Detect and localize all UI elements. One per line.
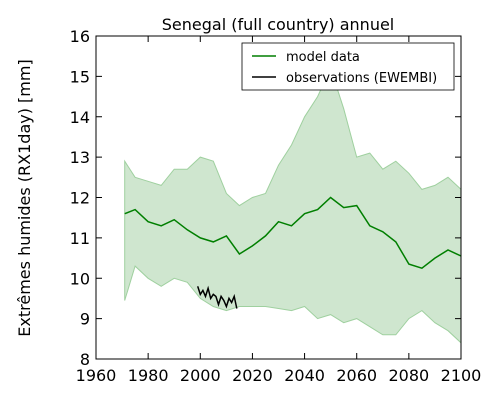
y-tick-label: 10 xyxy=(70,269,90,288)
y-tick-label: 15 xyxy=(70,67,90,86)
legend-box xyxy=(241,42,455,91)
x-tick-label: 1960 xyxy=(76,366,117,385)
legend-observations-label: observations (EWEMBI) xyxy=(286,71,437,86)
x-tick-label: 2020 xyxy=(232,366,273,385)
plot-area xyxy=(124,66,462,344)
y-tick-label: 13 xyxy=(70,148,90,167)
x-tick-label: 2100 xyxy=(441,366,482,385)
legend: model data observations (EWEMBI) xyxy=(241,42,455,91)
y-tick-label: 11 xyxy=(70,229,90,248)
y-tick-label: 14 xyxy=(70,108,90,127)
y-tick-label: 9 xyxy=(80,310,90,329)
y-axis-label: Extrêmes humides (RX1day) [mm] xyxy=(15,59,34,336)
x-tick-label: 2000 xyxy=(180,366,221,385)
y-tick-label: 8 xyxy=(80,350,90,369)
observations-line xyxy=(196,285,238,309)
x-tick-label: 2040 xyxy=(284,366,325,385)
x-axis: 1960 1980 2000 2020 2040 2060 2080 2100 xyxy=(76,36,482,385)
x-tick-label: 2080 xyxy=(388,366,429,385)
y-tick-label: 12 xyxy=(70,189,90,208)
model-data-line xyxy=(124,196,462,270)
legend-model-label: model data xyxy=(286,50,360,65)
model-range-band xyxy=(124,66,462,344)
chart-title: Senegal (full country) annuel xyxy=(162,15,395,34)
y-axis: 8 9 10 11 12 13 14 15 16 xyxy=(70,27,461,369)
y-tick-label: 16 xyxy=(70,27,90,46)
x-tick-label: 1980 xyxy=(128,366,169,385)
x-tick-label: 2060 xyxy=(336,366,377,385)
